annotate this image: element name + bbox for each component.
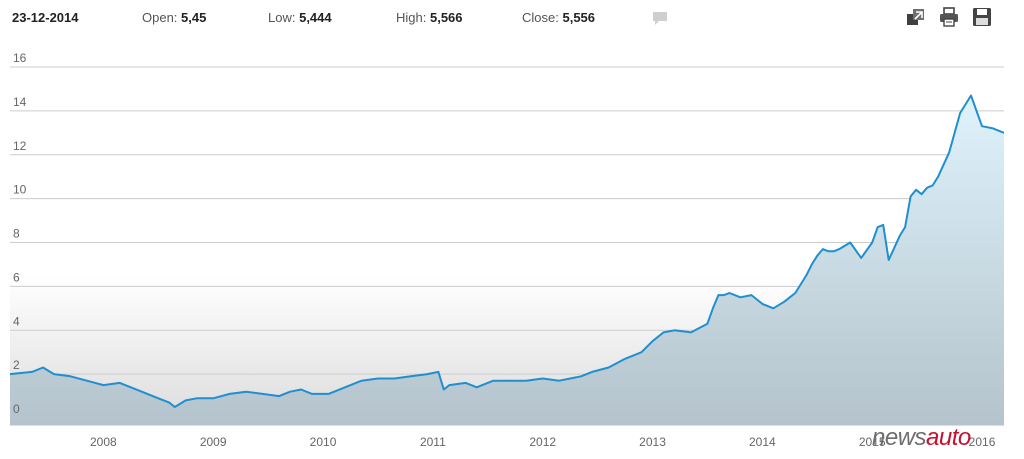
x-tick-label-2009: 2009 bbox=[200, 435, 227, 449]
open-label: Open: bbox=[142, 10, 178, 25]
low-stat: Low: 5,444 bbox=[268, 10, 332, 25]
y-tick-label-10: 10 bbox=[13, 183, 27, 197]
y-tick-label-6: 6 bbox=[13, 270, 20, 284]
x-tick-label-2008: 2008 bbox=[90, 435, 117, 449]
y-tick-label-0: 0 bbox=[13, 402, 20, 416]
export-icon[interactable] bbox=[905, 6, 927, 28]
series-group bbox=[9, 94, 1005, 425]
x-tick-label-2013: 2013 bbox=[639, 435, 666, 449]
high-stat: High: 5,566 bbox=[396, 10, 463, 25]
low-value: 5,444 bbox=[299, 10, 332, 25]
y-tick-label-2: 2 bbox=[13, 358, 20, 372]
x-axis-labels: 2008 2009 2010 2011 2012 2013 2014 2015 2016 bbox=[90, 435, 996, 449]
x-tick-label-2012: 2012 bbox=[529, 435, 556, 449]
save-icon[interactable] bbox=[971, 6, 993, 28]
x-tick-label-2014: 2014 bbox=[749, 435, 776, 449]
open-stat: Open: 5,45 bbox=[142, 10, 206, 25]
open-value: 5,45 bbox=[181, 10, 207, 25]
watermark-logo: newsauto bbox=[872, 424, 971, 452]
quote-date: 23-12-2014 bbox=[12, 10, 79, 25]
low-label: Low: bbox=[268, 10, 296, 25]
comment-icon[interactable] bbox=[652, 11, 668, 26]
x-tick-label-2011: 2011 bbox=[420, 435, 446, 449]
x-tick-label-2015: 2015 bbox=[859, 435, 886, 449]
quote-header: 23-12-2014 Open: 5,45 Low: 5,444 High: 5… bbox=[0, 0, 1024, 34]
watermark-text-news: news bbox=[872, 424, 927, 451]
y-tick-label-4: 4 bbox=[13, 314, 20, 328]
close-stat: Close: 5,556 bbox=[522, 10, 595, 25]
series-area bbox=[10, 95, 1004, 425]
series-line bbox=[9, 94, 1005, 408]
y-tick-label-12: 12 bbox=[13, 139, 27, 153]
high-value: 5,566 bbox=[429, 10, 463, 25]
x-tick-label-2016: 2016 bbox=[969, 435, 996, 449]
watermark-text-auto: auto bbox=[926, 424, 971, 451]
close-label: Close: bbox=[522, 10, 559, 25]
y-tick-label-16: 16 bbox=[13, 51, 27, 65]
high-label: High: bbox=[396, 10, 427, 25]
y-tick-label-14: 14 bbox=[13, 95, 27, 109]
y-tick-label-8: 8 bbox=[13, 227, 20, 241]
x-tick-label-2010: 2010 bbox=[310, 435, 337, 449]
print-icon[interactable] bbox=[938, 6, 960, 28]
close-value: 5,556 bbox=[562, 10, 596, 25]
y-axis-labels: 0 2 4 6 8 10 12 14 16 bbox=[13, 51, 27, 416]
